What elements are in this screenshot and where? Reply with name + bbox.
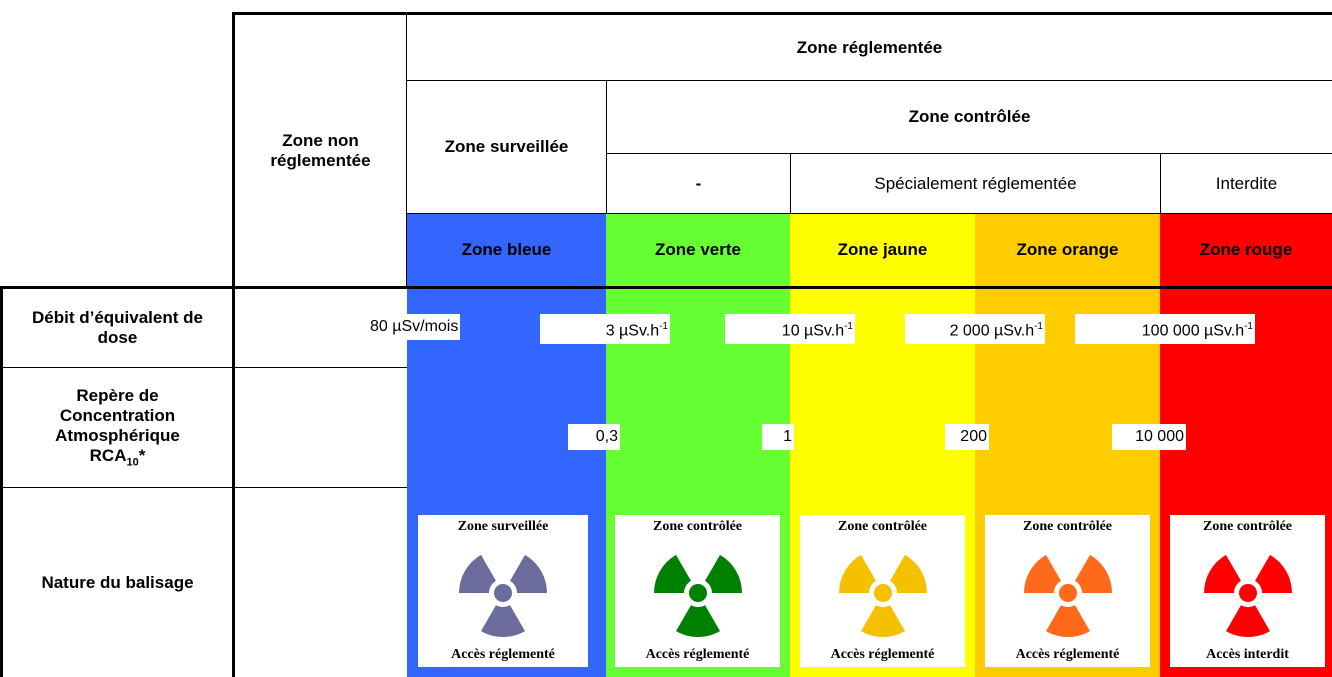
part: 2 000 µSv.h xyxy=(949,322,1035,340)
row-label: Nature du balisage xyxy=(41,572,194,592)
threshold: 200 xyxy=(945,424,989,450)
rule xyxy=(606,80,607,213)
threshold: 100 000 µSv.h-1 xyxy=(1075,314,1255,345)
zone-label: Zone rouge xyxy=(1199,240,1293,259)
part: Zone contrôlée xyxy=(837,519,928,534)
sign: Zone contrôlée Accès réglementé xyxy=(800,515,965,667)
header: Spécialement réglementée xyxy=(874,173,1077,193)
part: Zone surveillée xyxy=(457,519,549,534)
zone-label: Zone bleue xyxy=(461,240,552,259)
sign: Zone contrôlée Accès réglementé xyxy=(985,515,1150,667)
part: Zone contrôlée xyxy=(1202,519,1293,534)
part xyxy=(459,554,547,637)
row-label-text: Repère de Concentration Atmosphérique xyxy=(55,386,180,446)
part xyxy=(653,554,742,637)
sign: Zone surveillée Accès réglementé xyxy=(418,515,588,667)
rule xyxy=(1160,153,1161,213)
threshold: 10 000 xyxy=(1112,424,1186,450)
part xyxy=(1203,554,1292,637)
part: Accès réglementé xyxy=(830,647,935,662)
part: Zone contrôlée xyxy=(652,519,743,534)
header: Zone non réglementée xyxy=(270,131,371,170)
part xyxy=(459,554,547,637)
sign: Zone contrôlée Accès interdit xyxy=(1170,515,1325,667)
part: Accès réglementé xyxy=(645,647,750,662)
header: Zone réglementée xyxy=(796,37,943,57)
part xyxy=(1023,554,1112,637)
zone-label: Zone orange xyxy=(1016,240,1119,259)
rule xyxy=(232,12,1332,15)
part xyxy=(1203,554,1292,637)
rule xyxy=(407,213,1332,214)
part: -1 xyxy=(1244,321,1253,332)
rule xyxy=(0,487,407,488)
part: 10 xyxy=(126,456,139,469)
part: -1 xyxy=(1034,321,1043,332)
rule xyxy=(0,286,1332,289)
zone-label: Zone verte xyxy=(655,240,741,259)
rule xyxy=(606,153,1332,154)
part xyxy=(838,554,927,637)
rule xyxy=(790,153,791,213)
threshold: 1 xyxy=(762,424,794,450)
header: - xyxy=(695,173,702,193)
part: * xyxy=(138,446,146,466)
rule xyxy=(0,286,3,677)
header: Zone contrôlée xyxy=(908,107,1031,126)
part: 3 µSv.h xyxy=(605,322,660,340)
part: Accès réglementé xyxy=(1015,647,1120,662)
row-label-symbol: RCA10* xyxy=(90,446,146,468)
row-label: Repère de Concentration Atmosphérique RCA… xyxy=(30,368,205,487)
part xyxy=(838,554,927,637)
part: 10 µSv.h xyxy=(781,322,845,340)
row-label: Débit d’équivalent de dose xyxy=(32,308,203,347)
part xyxy=(1023,554,1112,637)
part: Accès interdit xyxy=(1206,647,1289,662)
threshold: 80 µSv/mois xyxy=(368,314,461,340)
part: Zone contrôlée xyxy=(1022,519,1113,534)
header: Interdite xyxy=(1215,173,1278,193)
zone-label: Zone jaune xyxy=(837,240,928,259)
threshold: 2 000 µSv.h-1 xyxy=(905,314,1045,345)
part: 100 000 µSv.h xyxy=(1141,322,1245,340)
threshold: 3 µSv.h-1 xyxy=(540,314,670,345)
rule xyxy=(406,12,407,287)
rule xyxy=(407,80,1332,81)
threshold: 0,3 xyxy=(568,424,620,450)
part: Accès réglementé xyxy=(451,647,555,662)
header: Zone surveillée xyxy=(444,137,569,156)
sign: Zone contrôlée Accès réglementé xyxy=(615,515,780,667)
threshold: 10 µSv.h-1 xyxy=(725,314,855,345)
rule xyxy=(232,12,235,677)
part xyxy=(653,554,742,637)
part: -1 xyxy=(659,321,668,332)
part: -1 xyxy=(844,321,853,332)
rule xyxy=(0,367,407,368)
part: RCA xyxy=(89,446,127,466)
